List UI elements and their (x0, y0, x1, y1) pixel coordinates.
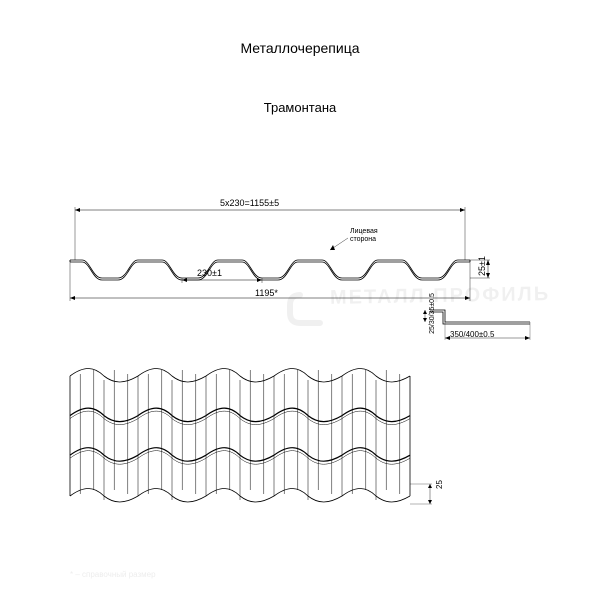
dim-module: 230±1 (197, 268, 222, 278)
dim-height: 25±1 (477, 256, 487, 276)
dim-iso-side: 25 (435, 480, 444, 489)
diagram-svg (0, 0, 600, 600)
dim-step-height: 25/30/35±0.5 (429, 293, 436, 334)
dim-step-length: 350/400±0.5 (450, 330, 494, 339)
face-label: Лицевая сторона (350, 228, 378, 243)
dim-top: 5x230=1155±5 (220, 198, 279, 208)
footnote: * – справочный размер (70, 570, 156, 579)
dim-bottom: 1195* (255, 288, 278, 298)
